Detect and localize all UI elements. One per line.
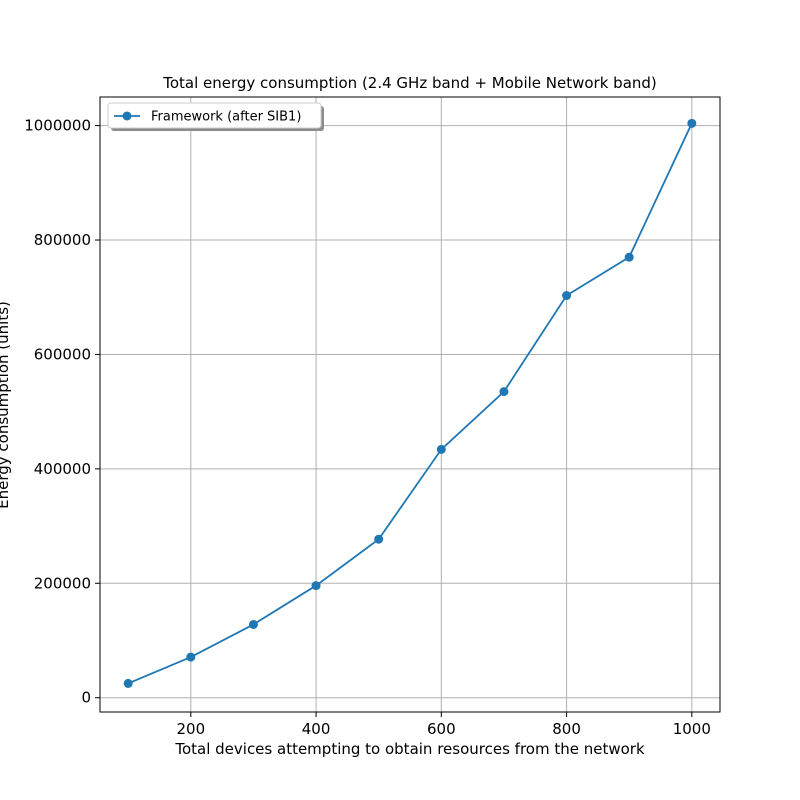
data-point (374, 534, 384, 544)
x-tick-label: 1000 (673, 720, 711, 738)
x-tick-label: 200 (176, 720, 205, 738)
legend: Framework (after SIB1) (107, 102, 324, 131)
x-axis-ticks: 200 400 600 800 1000 (176, 712, 711, 738)
grid (100, 97, 720, 712)
series-line (127, 122, 693, 685)
data-point (499, 387, 509, 397)
plot-frame (99, 96, 721, 713)
data-point (687, 118, 697, 128)
series-layer (123, 118, 697, 688)
legend-label: Framework (after SIB1) (151, 110, 301, 125)
data-point (311, 581, 321, 591)
data-point (248, 619, 258, 629)
x-tick-label: 800 (552, 720, 581, 738)
y-tick-label: 400000 (34, 460, 91, 478)
y-tick-label: 200000 (34, 574, 91, 592)
data-point (186, 652, 196, 662)
legend-box (107, 102, 322, 129)
data-point (624, 252, 634, 262)
data-point (123, 678, 133, 688)
y-tick-label: 600000 (34, 345, 91, 363)
chart-title: Total energy consumption (2.4 GHz band +… (162, 74, 657, 92)
x-tick-label: 600 (427, 720, 456, 738)
data-point (562, 291, 572, 301)
y-tick-label: 800000 (34, 231, 91, 249)
y-axis-ticks: 0 200000 400000 600000 800000 1000000 (24, 117, 100, 707)
x-axis-label: Total devices attempting to obtain resou… (174, 740, 645, 758)
data-point (436, 444, 446, 454)
legend-marker (122, 111, 132, 121)
y-tick-label: 1000000 (24, 117, 91, 135)
y-tick-label: 0 (81, 689, 91, 707)
x-tick-label: 400 (302, 720, 331, 738)
y-axis-label: Energy consumption (units) (0, 301, 12, 509)
